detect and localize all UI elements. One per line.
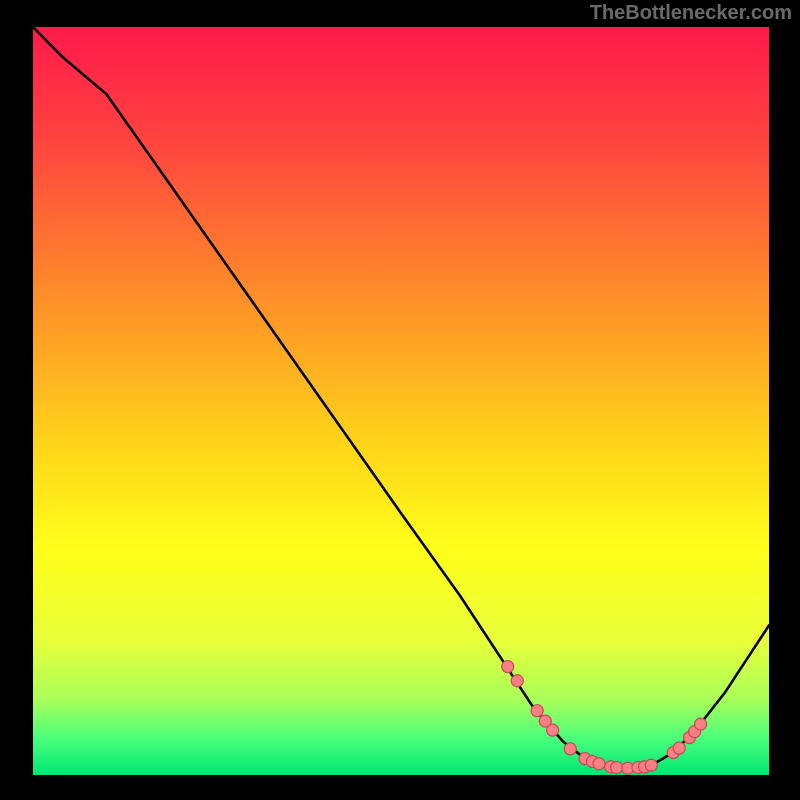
data-marker xyxy=(531,705,543,717)
data-marker xyxy=(564,743,576,755)
data-marker xyxy=(502,661,514,673)
data-marker xyxy=(511,675,523,687)
data-marker xyxy=(547,724,559,736)
data-marker xyxy=(645,759,657,771)
data-marker xyxy=(695,718,707,730)
plot-background xyxy=(33,27,769,775)
data-marker xyxy=(611,762,623,774)
bottleneck-chart xyxy=(0,0,800,800)
watermark-text: TheBottlenecker.com xyxy=(590,2,792,25)
data-marker xyxy=(673,742,685,754)
data-marker xyxy=(593,758,605,770)
chart-container: TheBottlenecker.com xyxy=(0,0,800,800)
